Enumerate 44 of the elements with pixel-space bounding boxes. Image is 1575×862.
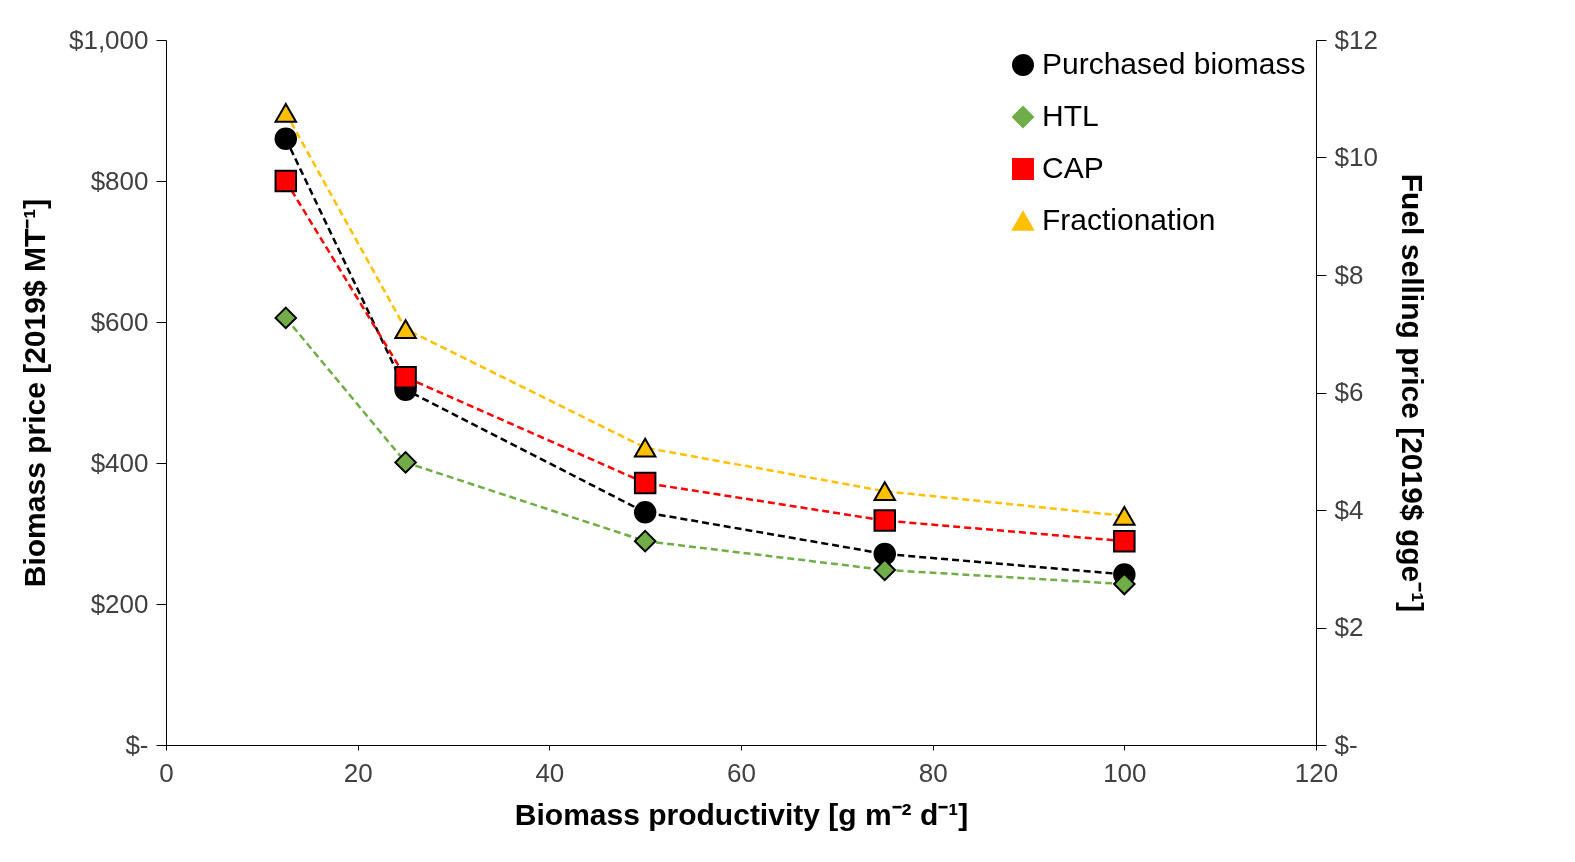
- y-tick-label: $600: [90, 306, 149, 337]
- y2-tick-label: $6: [1334, 377, 1364, 407]
- y2-tick-label: $12: [1334, 24, 1378, 55]
- point: [394, 365, 417, 389]
- point: [394, 451, 417, 474]
- y2-tick-label: $10: [1334, 142, 1378, 172]
- y2-tick-label: $-: [1334, 729, 1358, 760]
- point: [274, 306, 298, 330]
- y-axis-title: Biomass price [2019$ MT⁻¹]: [17, 198, 51, 588]
- point: [274, 169, 298, 193]
- y-tick-label: $-: [125, 729, 149, 760]
- x-tick-label: 100: [1103, 757, 1147, 788]
- point: [1113, 529, 1136, 553]
- legend-label: Purchased biomass: [1042, 47, 1306, 80]
- y-tick-label: $400: [90, 447, 149, 478]
- y-tick-label: $1,000: [68, 24, 149, 55]
- y2-tick-label: $4: [1334, 494, 1364, 525]
- y-tick-label: $200: [90, 588, 149, 619]
- point: [633, 501, 657, 524]
- legend-label: HTL: [1042, 99, 1099, 132]
- y2-tick-label: $2: [1334, 612, 1364, 642]
- x-tick-label: 80: [918, 757, 948, 788]
- point: [873, 509, 896, 532]
- point: [274, 102, 298, 123]
- legend-label: CAP: [1042, 151, 1104, 184]
- point: [873, 481, 896, 502]
- y2-tick-label: $8: [1334, 259, 1364, 290]
- point: [633, 529, 657, 553]
- x-tick-label: 60: [727, 757, 756, 788]
- point: [274, 127, 298, 150]
- x-tick-label: 20: [343, 757, 373, 788]
- x-tick-label: 40: [535, 757, 565, 788]
- point: [873, 558, 896, 582]
- y-tick-label: $800: [90, 165, 149, 196]
- point: [633, 471, 657, 495]
- point: [1113, 572, 1136, 596]
- legend-label: Fractionation: [1042, 203, 1216, 236]
- point: [394, 319, 417, 339]
- point: [633, 437, 657, 458]
- y2-axis-title: Fuel selling price [2019$ gge⁻¹]: [1395, 173, 1429, 613]
- x-tick-label: 120: [1294, 757, 1339, 788]
- point: [1113, 506, 1136, 526]
- x-axis-title: Biomass productivity [g m⁻² d⁻¹]: [514, 797, 969, 831]
- x-tick-label: 0: [159, 757, 174, 788]
